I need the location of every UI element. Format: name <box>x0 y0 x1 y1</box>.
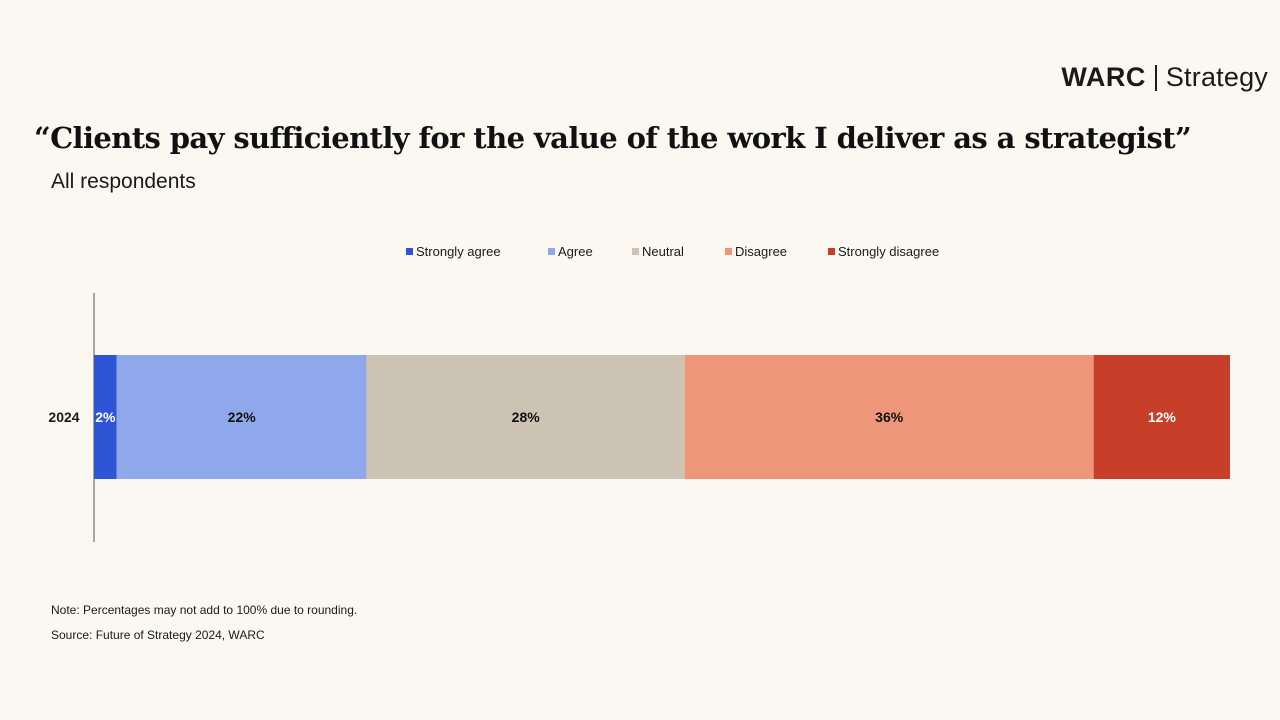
chart-subtitle: All respondents <box>51 170 196 193</box>
legend-label-disagree: Disagree <box>735 244 788 259</box>
chart-source: Source: Future of Strategy 2024, WARC <box>51 628 265 642</box>
chart-title: “Clients pay sufficiently for the value … <box>34 121 1192 155</box>
bar-segment-agree <box>116 355 367 479</box>
legend-label-neutral: Neutral <box>642 244 684 259</box>
legend-swatch-strongly-disagree <box>828 248 835 255</box>
legend-item-strongly-disagree: Strongly disagree <box>828 244 939 259</box>
brand-divider <box>1154 64 1157 91</box>
legend-swatch-disagree <box>725 248 732 255</box>
legend-swatch-agree <box>548 248 555 255</box>
data-label-strongly-disagree: 12% <box>1148 409 1177 425</box>
legend-swatch-strongly-agree <box>406 248 413 255</box>
legend-item-disagree: Disagree <box>725 244 787 259</box>
bar-segment-strongly-agree <box>94 355 117 479</box>
legend-item-strongly-agree: Strongly agree <box>406 244 501 259</box>
legend-label-agree: Agree <box>558 244 593 259</box>
legend-label-strongly-agree: Strongly agree <box>416 244 501 259</box>
bar-segment-neutral <box>366 355 685 479</box>
data-label-strongly-agree: 2% <box>95 409 116 425</box>
brand-name: WARC <box>1061 62 1146 92</box>
data-label-agree: 22% <box>228 409 257 425</box>
legend-swatch-neutral <box>632 248 639 255</box>
bar-segment-strongly-disagree <box>1093 355 1230 479</box>
chart-legend: Strongly agree Agree Neutral Disagree St… <box>0 244 1280 264</box>
legend-item-agree: Agree <box>548 244 593 259</box>
bar-segment-disagree <box>684 355 1094 479</box>
legend-item-neutral: Neutral <box>632 244 684 259</box>
brand-subname: Strategy <box>1165 62 1268 92</box>
data-label-disagree: 36% <box>875 409 904 425</box>
brand-logo: WARC Strategy <box>1061 62 1268 93</box>
chart-note: Note: Percentages may not add to 100% du… <box>51 603 358 617</box>
data-label-neutral: 28% <box>512 409 541 425</box>
legend-label-strongly-disagree: Strongly disagree <box>838 244 940 259</box>
category-label: 2024 <box>48 409 79 425</box>
